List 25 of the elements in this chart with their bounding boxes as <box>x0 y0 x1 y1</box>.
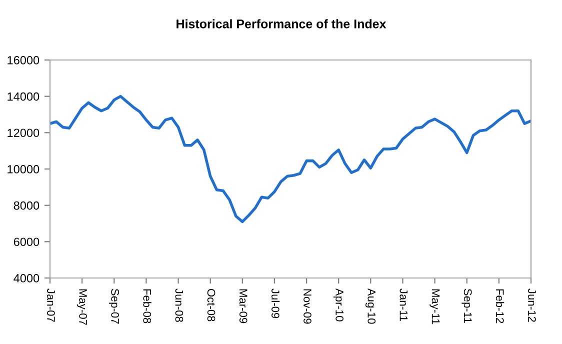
x-tick-label: Sep-07 <box>108 288 120 324</box>
x-tick-label: Jan-07 <box>47 288 55 322</box>
y-tick-label: 8000 <box>14 201 40 210</box>
x-tick-label: Nov-09 <box>304 289 312 324</box>
y-tick-label: 6000 <box>14 238 40 246</box>
x-tick-label: Mar-09 <box>239 289 248 324</box>
x-tick-label: May-07 <box>76 289 87 325</box>
chart-title: Historical Performance of the Index <box>176 19 386 28</box>
x-tick-label: Apr-10 <box>333 288 344 322</box>
y-tick-label: 12000 <box>8 128 40 138</box>
x-tick-label: Jul-09 <box>271 288 280 318</box>
x-tick-label: Jan-11 <box>400 288 408 322</box>
x-tick-label: Feb-12 <box>496 289 504 324</box>
y-tick-label: 4000 <box>14 274 40 282</box>
y-tick-label: 14000 <box>8 92 40 101</box>
x-tick-label: Jun-12 <box>528 288 536 322</box>
x-tick-label: May-11 <box>430 289 440 324</box>
x-tick-label: Oct-08 <box>207 288 216 322</box>
x-tick-label: Jun-08 <box>175 288 184 322</box>
y-tick-label: 10000 <box>8 165 40 174</box>
x-tick-label: Aug-10 <box>365 288 376 324</box>
y-tick-label: 16000 <box>8 56 40 64</box>
x-tick-label: Sep-11 <box>462 288 472 323</box>
x-tick-label: Feb-08 <box>143 289 152 324</box>
line-series <box>50 94 531 224</box>
